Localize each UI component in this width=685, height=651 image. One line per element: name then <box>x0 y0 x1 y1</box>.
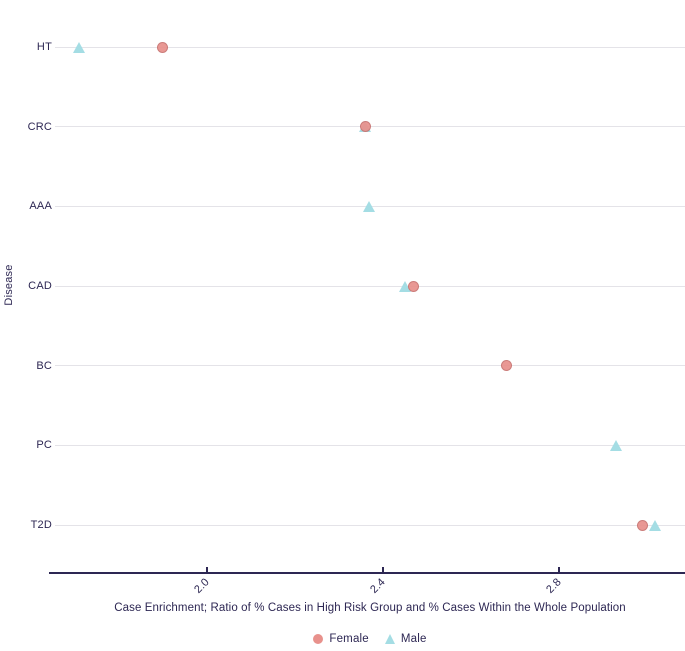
female-circle-icon <box>313 634 324 644</box>
point-male-ht <box>72 41 85 53</box>
x-tick-2.0 <box>206 566 208 573</box>
x-axis-line <box>49 572 685 574</box>
point-female-ht <box>157 41 169 53</box>
y-label-bc: BC <box>36 359 52 372</box>
x-tick-label-2.8: 2.8 <box>544 576 564 596</box>
x-tick-label-2.4: 2.4 <box>368 576 388 596</box>
legend-label-female: Female <box>329 633 369 645</box>
point-female-cad <box>408 280 420 292</box>
x-tick-label-2.0: 2.0 <box>192 576 212 596</box>
point-male-aaa <box>363 200 376 212</box>
legend-label-male: Male <box>400 633 427 645</box>
gridline-bc <box>55 365 685 367</box>
point-male-t2d <box>649 519 662 531</box>
legend: Female Male <box>55 633 685 645</box>
y-label-aaa: AAA <box>29 200 52 213</box>
y-label-crc: CRC <box>27 120 52 133</box>
point-female-crc <box>359 121 371 133</box>
gridline-ht <box>55 46 685 48</box>
point-male-pc <box>609 439 622 451</box>
gridline-pc <box>55 444 685 446</box>
y-label-t2d: T2D <box>30 519 52 531</box>
point-male-cad <box>398 280 411 292</box>
legend-item-female: Female <box>313 633 369 645</box>
point-female-bc <box>500 360 512 372</box>
gridline-t2d <box>55 524 685 526</box>
x-axis-title: Case Enrichment; Ratio of % Cases in Hig… <box>114 602 626 614</box>
x-tick-2.8 <box>558 566 560 573</box>
y-label-cad: CAD <box>28 280 52 292</box>
y-label-pc: PC <box>36 439 52 452</box>
y-label-ht: HT <box>36 41 52 53</box>
point-female-t2d <box>637 519 649 531</box>
gridline-cad <box>55 285 685 287</box>
legend-item-male: Male <box>384 633 427 645</box>
male-triangle-icon <box>384 634 395 644</box>
x-tick-2.4 <box>382 566 384 573</box>
